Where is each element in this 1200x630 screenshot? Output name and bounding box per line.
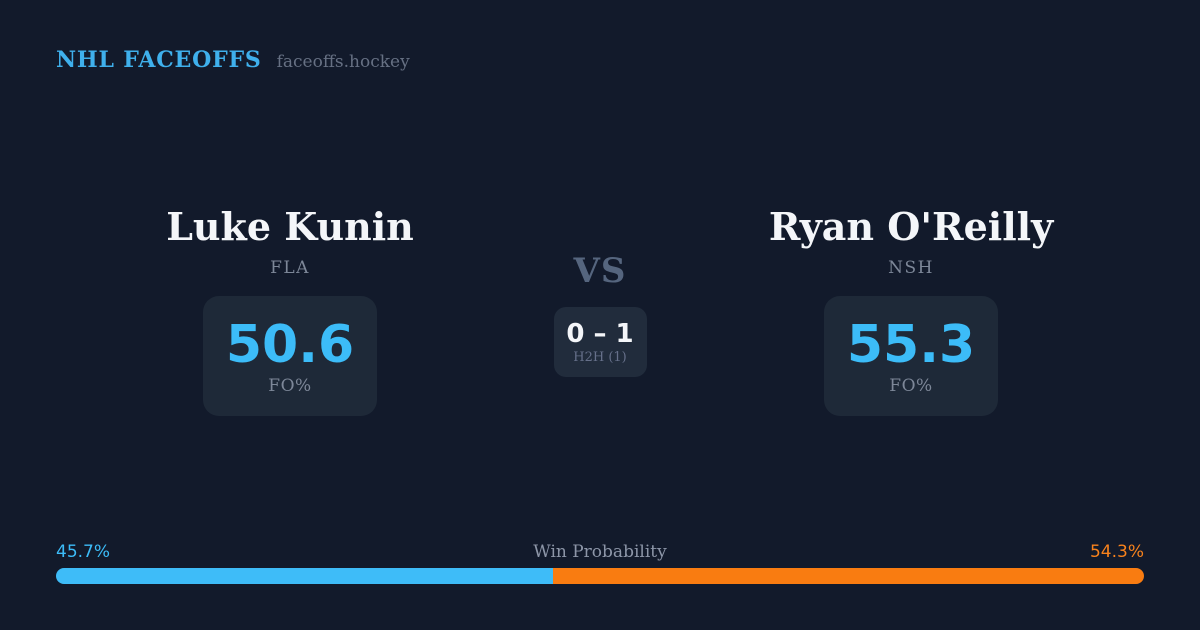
- player-right-faceoff-pct: 55.3: [846, 314, 976, 375]
- win-prob-right-pct: 54.3%: [1089, 542, 1144, 562]
- win-prob-bar-left-segment: [56, 568, 554, 584]
- h2h-score: 0 – 1: [566, 318, 634, 349]
- player-left: Luke Kunin FLA 50.6 FO%: [100, 205, 480, 416]
- h2h-sub-label: H2H (1): [573, 349, 627, 365]
- win-prob-bar: [56, 568, 1144, 584]
- h2h-card: 0 – 1 H2H (1): [553, 307, 647, 377]
- player-left-stat-label: FO%: [268, 375, 312, 396]
- vs-label: VS: [573, 251, 627, 291]
- player-left-faceoff-pct: 50.6: [225, 314, 355, 375]
- brand-title: NHL FACEOFFS: [56, 47, 262, 73]
- versus-block: VS 0 – 1 H2H (1): [510, 252, 690, 377]
- player-left-name: Luke Kunin: [166, 204, 414, 249]
- player-right-stat-label: FO%: [889, 375, 933, 396]
- player-right-stat-card: 55.3 FO%: [824, 296, 998, 416]
- brand-domain: faceoffs.hockey: [276, 52, 410, 72]
- win-prob-title: Win Probability: [533, 542, 667, 562]
- player-right-team: NSH: [888, 258, 934, 278]
- player-left-stat-card: 50.6 FO%: [203, 296, 377, 416]
- player-right-name: Ryan O'Reilly: [768, 204, 1054, 249]
- header: NHL FACEOFFS faceoffs.hockey: [56, 47, 410, 73]
- win-prob-left-pct: 45.7%: [56, 542, 111, 562]
- win-prob-bar-right-segment: [553, 568, 1144, 584]
- player-right: Ryan O'Reilly NSH 55.3 FO%: [721, 205, 1101, 416]
- player-left-team: FLA: [270, 258, 310, 278]
